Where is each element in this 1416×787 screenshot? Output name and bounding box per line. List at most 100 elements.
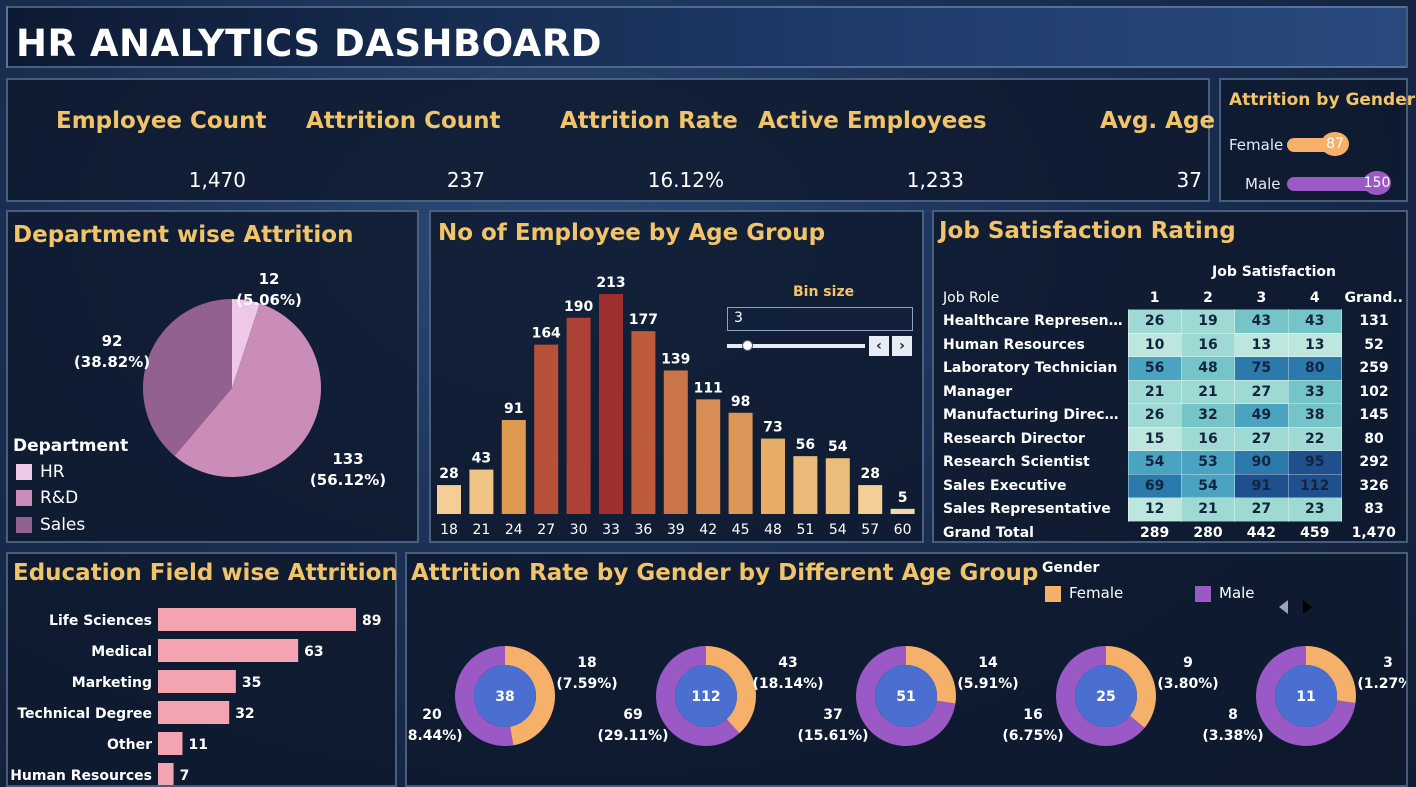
row-total: 292 <box>1359 454 1389 471</box>
education-bar <box>158 639 299 662</box>
gender-label-female: Female <box>1229 136 1284 154</box>
education-bar-label: 32 <box>235 706 254 722</box>
table-row: Human Resources 10 16 13 13 52 <box>940 332 1406 357</box>
legend-item-male[interactable]: Male <box>1195 584 1255 602</box>
gender-value-female: 87 <box>1321 132 1349 156</box>
donut-female-count: 14 <box>978 655 998 671</box>
bin-size-decrement-button[interactable]: ‹ <box>869 336 889 356</box>
age-tick-label: 45 <box>732 522 750 538</box>
pie-slice-rd <box>174 303 321 477</box>
satisfaction-cell: 27 <box>1234 497 1289 522</box>
legend-item-sales[interactable]: Sales <box>16 515 85 535</box>
satisfaction-cell: 27 <box>1234 379 1289 404</box>
bin-size-input[interactable]: 3 <box>727 307 913 331</box>
age-bar-label: 73 <box>763 420 782 436</box>
age-bar <box>858 485 883 514</box>
donut-male-segment <box>856 646 956 746</box>
age-tick-label: 42 <box>699 522 717 538</box>
job-satisfaction-table: Job Role 1 2 3 4 Grand.. Healthcare Repr… <box>940 286 1406 545</box>
donut-male-percent: (29.11%) <box>597 728 668 744</box>
age-bar <box>761 438 785 514</box>
donut-total-label: 51 <box>896 689 915 705</box>
donut-center <box>675 665 737 727</box>
donut-total-label: 11 <box>1296 689 1315 705</box>
satisfaction-cell: 56 <box>1127 356 1182 381</box>
donut-male-count: 69 <box>623 707 642 723</box>
gender-age-attrition-panel: Attrition Rate by Gender by Different Ag… <box>405 552 1408 787</box>
education-bar-label: 63 <box>304 644 323 660</box>
age-tick-label: 57 <box>861 522 879 538</box>
age-bar-label: 28 <box>439 466 458 482</box>
donut-male-percent: (3.38%) <box>1202 728 1263 744</box>
age-tick-label: 60 <box>894 522 912 538</box>
legend-prev-icon[interactable] <box>1279 600 1288 614</box>
kpi-attrition-rate-label: Attrition Rate <box>560 108 738 134</box>
donut-center <box>1075 665 1137 727</box>
bin-size-slider-track[interactable] <box>727 344 865 348</box>
donut-female-segment <box>505 646 556 746</box>
legend-next-icon[interactable] <box>1303 600 1312 614</box>
age-bar-label: 164 <box>532 326 561 342</box>
satisfaction-cell: 90 <box>1234 450 1289 475</box>
column-header: 1 <box>1149 289 1160 306</box>
age-bar <box>825 458 850 514</box>
satisfaction-cell: 16 <box>1180 332 1236 357</box>
table-header-row: Job Role 1 2 3 4 Grand.. <box>940 286 1406 310</box>
legend-swatch-female <box>1045 585 1061 602</box>
donut-female-percent: (18.14%) <box>752 676 823 692</box>
donut-female-percent: (1.27%) <box>1357 676 1406 692</box>
age-tick-label: 36 <box>634 522 652 538</box>
satisfaction-cell: 26 <box>1127 403 1182 428</box>
bin-size-increment-button[interactable]: › <box>892 336 912 356</box>
job-role-label: Sales Representative <box>943 501 1111 518</box>
age-bar <box>437 485 461 514</box>
age-bar <box>534 344 559 514</box>
pie-label-percent: (38.82%) <box>74 353 150 371</box>
legend-item-hr[interactable]: HR <box>16 462 65 482</box>
donut-male-count: 20 <box>422 707 442 723</box>
bin-size-slider-handle[interactable] <box>742 340 753 351</box>
legend-item-female[interactable]: Female <box>1045 584 1123 602</box>
age-bar <box>566 317 591 514</box>
age-group-title: No of Employee by Age Group <box>438 220 826 246</box>
education-bar-chart: Life Sciences 89 Medical 63 Marketing 35 Techn… <box>10 608 381 785</box>
age-tick-label: 39 <box>667 522 685 538</box>
education-bar <box>158 732 183 755</box>
satisfaction-cell: 21 <box>1127 379 1182 404</box>
job-role-label: Research Scientist <box>943 454 1090 471</box>
grand-total-row: Grand Total 289 280 442 459 1,470 <box>940 521 1406 545</box>
age-bar-label: 111 <box>694 380 723 396</box>
satisfaction-cell: 53 <box>1180 450 1236 475</box>
donut-male-percent: (6.75%) <box>1002 728 1063 744</box>
legend-item-rd[interactable]: R&D <box>16 488 78 508</box>
education-category-label: Technical Degree <box>17 706 152 722</box>
gender-bar-male <box>1287 177 1387 191</box>
satisfaction-cell: 13 <box>1234 332 1289 357</box>
kpi-active-employees-label: Active Employees <box>758 108 987 134</box>
age-tick-label: 21 <box>472 522 490 538</box>
age-tick-label: 51 <box>796 522 814 538</box>
pie-label-percent: (5.06%) <box>236 291 302 309</box>
job-satisfaction-panel: Job Satisfaction Rating Job Satisfaction… <box>932 210 1408 543</box>
job-satisfaction-title: Job Satisfaction Rating <box>939 218 1236 244</box>
education-category-label: Medical <box>91 644 152 660</box>
age-tick-label: 54 <box>829 522 847 538</box>
education-attrition-panel: Education Field wise Attrition Life Scie… <box>6 552 398 787</box>
row-total: 83 <box>1364 501 1384 518</box>
age-bar <box>599 294 623 514</box>
satisfaction-cell: 43 <box>1287 309 1343 334</box>
age-bar-label: 43 <box>472 451 491 467</box>
age-bar <box>501 420 526 514</box>
education-attrition-title: Education Field wise Attrition <box>13 560 398 586</box>
satisfaction-cell: 22 <box>1287 426 1343 451</box>
gender-value-male: 150 <box>1363 171 1391 195</box>
kpi-avg-age-label: Avg. Age <box>1100 108 1216 134</box>
satisfaction-cell: 80 <box>1287 356 1343 381</box>
donut-female-count: 43 <box>778 655 797 671</box>
donut-male-count: 8 <box>1228 707 1238 723</box>
donut-female-count: 9 <box>1183 655 1193 671</box>
donut-female-percent: (3.80%) <box>1157 676 1218 692</box>
row-total: 131 <box>1359 313 1389 330</box>
pie-slice-hr <box>232 299 260 388</box>
table-row: Healthcare Representati.. 26 19 43 43 131 <box>940 309 1406 334</box>
